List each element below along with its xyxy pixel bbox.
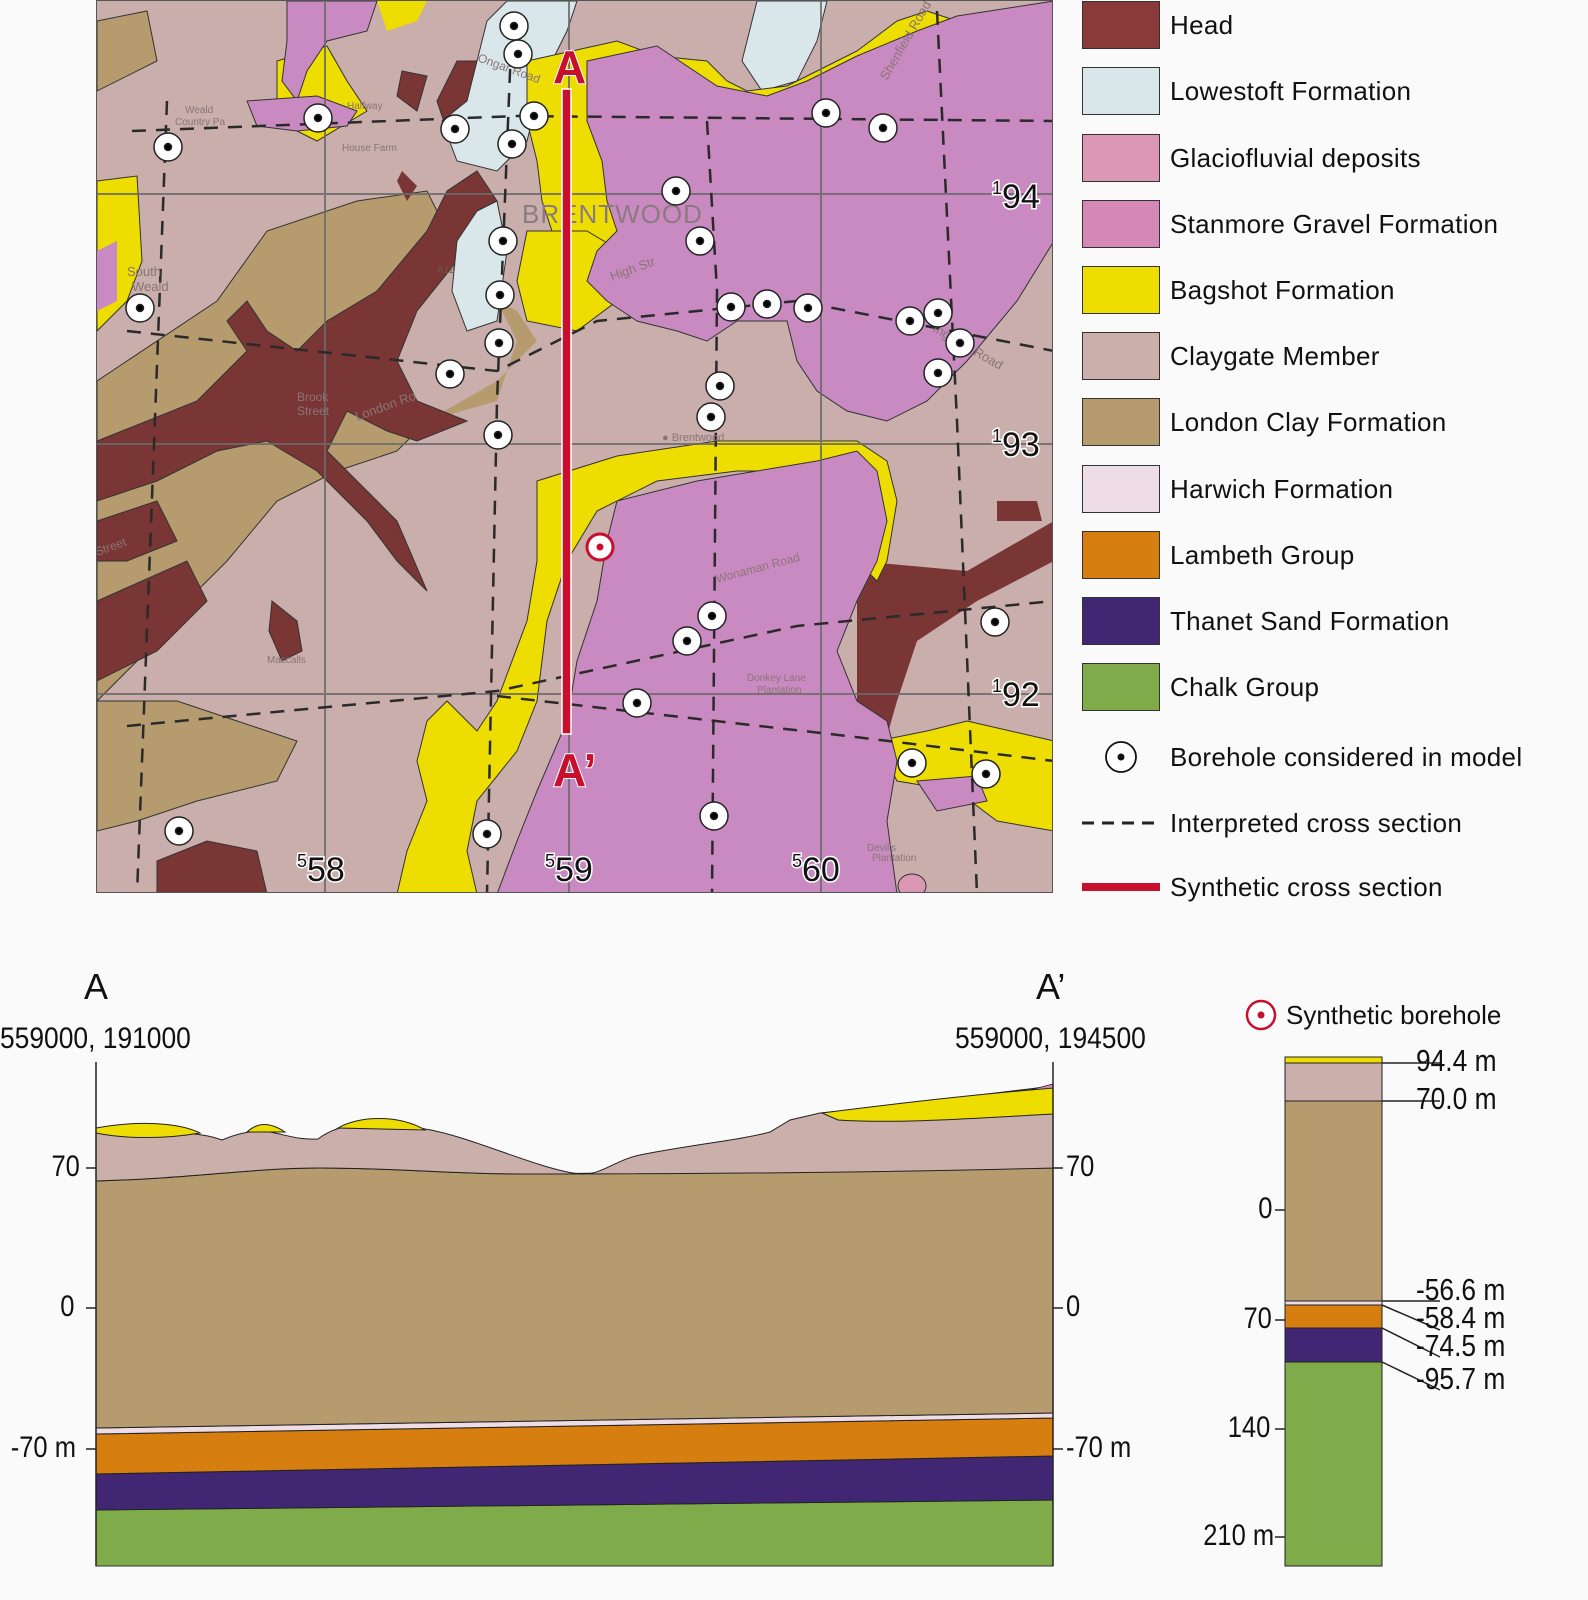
boundary-label: -74.5 m — [1416, 1328, 1506, 1363]
depth-tick: 70 — [1243, 1302, 1272, 1335]
legend-item-borehole: Borehole considered in model — [1082, 732, 1522, 782]
swatch-lowestoft — [1082, 67, 1160, 115]
legend-label: Thanet Sand Formation — [1170, 605, 1450, 636]
swatch-claygate — [1082, 332, 1160, 380]
svg-text:Street: Street — [297, 404, 330, 418]
legend-item-london-clay: London Clay Formation — [1082, 397, 1447, 447]
boundary-label: -58.4 m — [1416, 1300, 1506, 1335]
boundary-label: -56.6 m — [1416, 1272, 1506, 1307]
svg-text:192: 192 — [992, 676, 1040, 714]
depth-tick: 0 — [1258, 1192, 1273, 1225]
legend-label: Lambeth Group — [1170, 539, 1355, 570]
legend-item-bagshot: Bagshot Formation — [1082, 265, 1395, 315]
svg-text:559: 559 — [545, 851, 593, 889]
section-start-label: A — [84, 966, 109, 1007]
legend-label: Harwich Formation — [1170, 473, 1394, 504]
map-canvas: BRENTWOOD South Weald Weald Country Pa H… — [97, 1, 1052, 892]
swatch-stanmore — [1082, 200, 1160, 248]
legend-item-claygate: Claygate Member — [1082, 331, 1380, 381]
svg-text:A: A — [553, 41, 586, 93]
swatch-glaciofluvial — [1082, 134, 1160, 182]
borehole-icon — [1082, 733, 1160, 781]
legend-label: Borehole considered in model — [1170, 741, 1523, 772]
boundary-label: 70.0 m — [1416, 1081, 1497, 1116]
swatch-thanet — [1082, 597, 1160, 645]
svg-text:South: South — [127, 264, 161, 279]
synthetic-borehole-icon — [1245, 999, 1277, 1031]
legend-label: Chalk Group — [1170, 671, 1320, 702]
borehole-log — [1275, 1056, 1441, 1567]
legend-item-lowestoft: Lowestoft Formation — [1082, 66, 1411, 116]
legend-label: Synthetic cross section — [1170, 871, 1443, 902]
legend-label: Lowestoft Formation — [1170, 75, 1412, 106]
svg-text:Donkey Lane: Donkey Lane — [747, 673, 806, 684]
section-end-label: A’ — [1036, 966, 1066, 1007]
svg-text:Brook: Brook — [297, 390, 329, 404]
right-axis-tick: 0 — [1066, 1290, 1081, 1323]
legend-label: Claygate Member — [1170, 340, 1380, 371]
red-line-icon — [1082, 863, 1160, 911]
legend-label: London Clay Formation — [1170, 406, 1447, 437]
svg-text:Weald: Weald — [132, 279, 169, 294]
legend-label: Interpreted cross section — [1170, 807, 1463, 838]
svg-text:A12: A12 — [437, 265, 455, 276]
svg-text:558: 558 — [297, 851, 345, 889]
svg-text:Weald: Weald — [185, 105, 213, 116]
legend-label: Head — [1170, 9, 1234, 40]
svg-text:Plantation: Plantation — [757, 685, 801, 696]
left-axis-tick: -70 m — [11, 1431, 77, 1464]
legend-label: Bagshot Formation — [1170, 274, 1395, 305]
swatch-lambeth — [1082, 531, 1160, 579]
legend-label: Stanmore Gravel Formation — [1170, 208, 1499, 239]
legend-item-stanmore: Stanmore Gravel Formation — [1082, 199, 1498, 249]
legend-item-head: Head — [1082, 0, 1233, 50]
boreholes — [125, 11, 1010, 849]
synthetic-borehole-marker — [585, 532, 615, 562]
swatch-harwich — [1082, 465, 1160, 513]
cross-section-chart — [86, 1062, 1063, 1567]
boundary-label: 94.4 m — [1416, 1043, 1497, 1078]
right-axis-tick: -70 m — [1066, 1431, 1132, 1464]
legend-item-lambeth: Lambeth Group — [1082, 530, 1355, 580]
svg-text:Plantation: Plantation — [872, 853, 916, 864]
dashed-line-icon — [1082, 799, 1160, 847]
swatch-chalk — [1082, 663, 1160, 711]
swatch-head — [1082, 1, 1160, 49]
synthetic-borehole-title: Synthetic borehole — [1286, 999, 1502, 1030]
svg-text:Mascalls: Mascalls — [267, 655, 306, 666]
legend-item-interpreted-section: Interpreted cross section — [1082, 798, 1462, 848]
section-end-coord: 559000, 194500 — [955, 1022, 1146, 1055]
svg-text:194: 194 — [992, 178, 1040, 216]
synthetic-borehole-header: Synthetic borehole — [1244, 998, 1501, 1032]
depth-tick: 140 — [1227, 1411, 1271, 1444]
svg-text:Country Pa: Country Pa — [175, 117, 225, 128]
legend-label: Glaciofluvial deposits — [1170, 142, 1421, 173]
swatch-london-clay — [1082, 398, 1160, 446]
svg-text:● Brentwood: ● Brentwood — [662, 432, 724, 444]
svg-text:Devil's: Devil's — [867, 843, 896, 854]
legend-item-synthetic-section: Synthetic cross section — [1082, 862, 1443, 912]
legend-item-chalk: Chalk Group — [1082, 662, 1319, 712]
legend-item-harwich: Harwich Formation — [1082, 464, 1393, 514]
boundary-label: -95.7 m — [1416, 1361, 1506, 1396]
left-axis-tick: 0 — [60, 1290, 75, 1323]
geological-map: BRENTWOOD South Weald Weald Country Pa H… — [96, 0, 1053, 893]
legend-item-thanet: Thanet Sand Formation — [1082, 596, 1449, 646]
section-start-coord: 559000, 191000 — [0, 1022, 191, 1055]
swatch-bagshot — [1082, 266, 1160, 314]
right-axis-tick: 70 — [1066, 1150, 1095, 1183]
svg-text:193: 193 — [992, 426, 1040, 464]
legend-item-glaciofluvial: Glaciofluvial deposits — [1082, 133, 1421, 183]
svg-text:560: 560 — [792, 851, 840, 889]
svg-text:House Farm: House Farm — [342, 143, 397, 154]
svg-text:A’: A’ — [553, 744, 596, 796]
svg-text:Halfway: Halfway — [347, 101, 383, 112]
depth-tick: 210 m — [1202, 1519, 1274, 1552]
left-axis-tick: 70 — [51, 1150, 80, 1183]
